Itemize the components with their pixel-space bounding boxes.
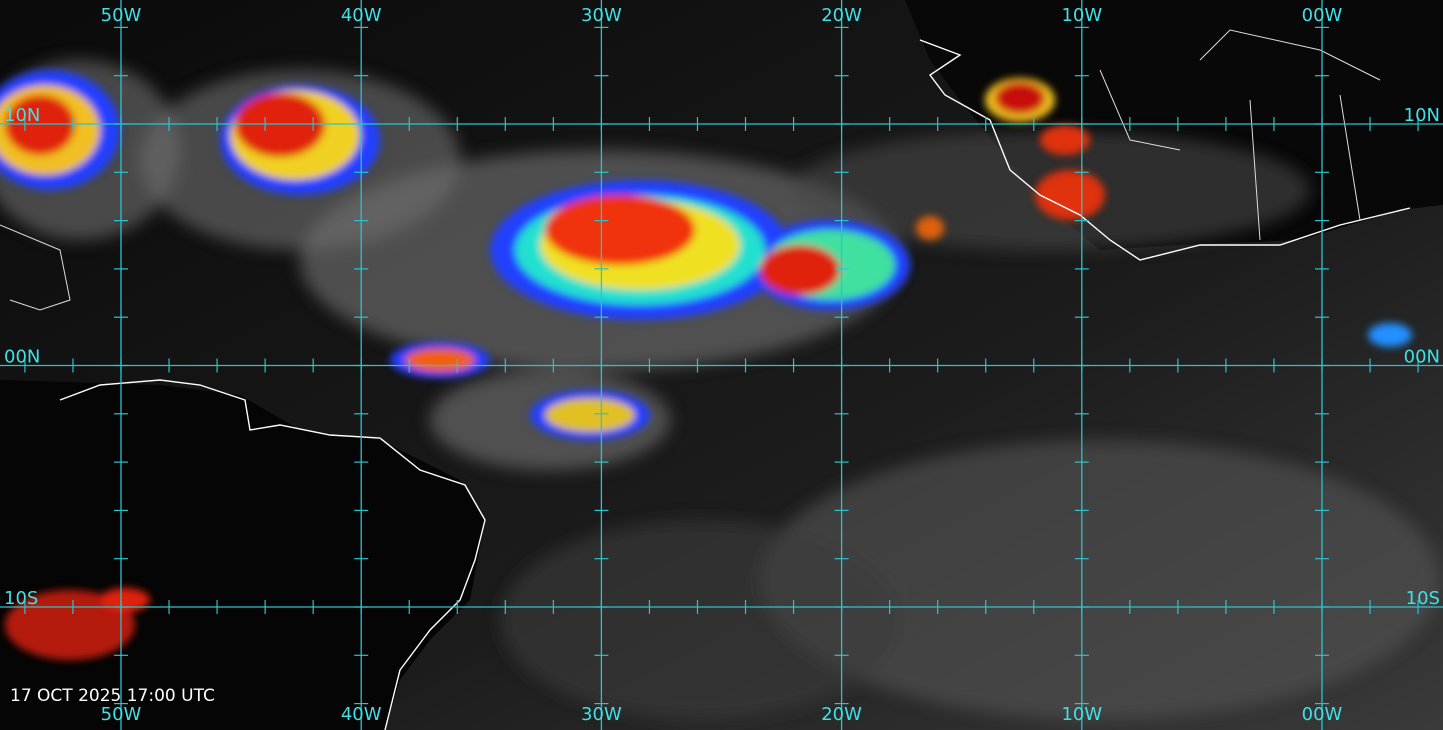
lon-label-top: 50W: [101, 5, 142, 26]
lon-label-bottom: 20W: [821, 704, 862, 725]
lon-label-bottom: 10W: [1061, 704, 1102, 725]
graticule-labels: 50W 50W 40W 40W 30W 30W 20W 20W 10W 10W 00W 00W 10N 1…: [4, 5, 1440, 725]
lat-label-left: 00N: [4, 347, 40, 368]
lon-label-top: 00W: [1302, 5, 1343, 26]
lon-label-bottom: 30W: [581, 704, 622, 725]
lat-label-right: 10S: [1406, 588, 1440, 609]
lat-label-right: 00N: [1404, 347, 1440, 368]
lat-label-left: 10N: [4, 105, 40, 126]
lon-label-bottom: 00W: [1302, 704, 1343, 725]
convection: [0, 70, 1412, 660]
timestamp: 17 OCT 2025 17:00 UTC: [10, 686, 215, 706]
lon-label-top: 20W: [821, 5, 862, 26]
lon-label-bottom: 40W: [341, 704, 382, 725]
coastlines: [0, 29, 1411, 730]
lon-label-top: 30W: [581, 5, 622, 26]
lon-label-top: 40W: [341, 5, 382, 26]
lon-label-bottom: 50W: [101, 704, 142, 725]
lat-label-right: 10N: [1404, 105, 1440, 126]
lon-label-top: 10W: [1061, 5, 1102, 26]
lat-label-left: 10S: [4, 588, 38, 609]
